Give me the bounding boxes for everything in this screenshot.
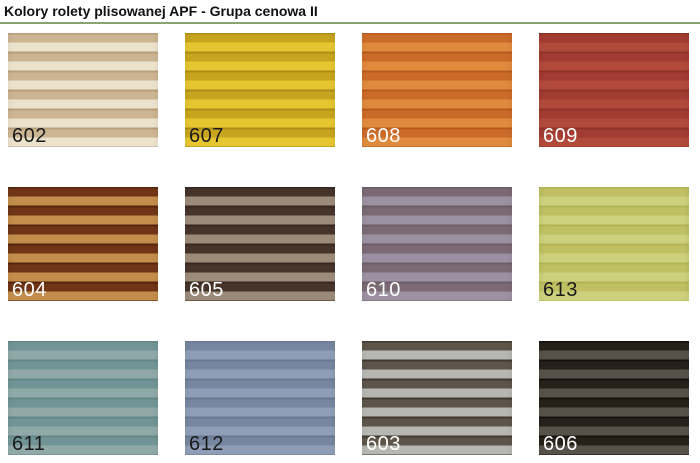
color-swatch-612: 612	[185, 341, 335, 455]
color-swatch-609: 609	[539, 33, 689, 147]
color-swatch-604: 604	[8, 187, 158, 301]
color-swatch-613: 613	[539, 187, 689, 301]
swatch-number: 613	[543, 279, 578, 301]
swatch-number: 605	[189, 279, 224, 301]
swatch-number: 603	[366, 433, 401, 455]
swatch-number: 606	[543, 433, 578, 455]
swatch-grid: 602 607 608 609 604 605 610 613 611 612 …	[8, 33, 700, 455]
swatch-number: 611	[12, 433, 46, 455]
color-swatch-607: 607	[185, 33, 335, 147]
color-swatch-602: 602	[8, 33, 158, 147]
color-swatch-611: 611	[8, 341, 158, 455]
swatch-number: 610	[366, 279, 401, 301]
page-title: Kolory rolety plisowanej APF - Grupa cen…	[4, 3, 318, 19]
swatch-number: 609	[543, 125, 578, 147]
swatch-number: 607	[189, 125, 224, 147]
color-swatch-610: 610	[362, 187, 512, 301]
swatch-number: 608	[366, 125, 401, 147]
color-swatch-603: 603	[362, 341, 512, 455]
color-swatch-608: 608	[362, 33, 512, 147]
swatch-number: 604	[12, 279, 47, 301]
color-swatch-605: 605	[185, 187, 335, 301]
color-swatch-606: 606	[539, 341, 689, 455]
swatch-number: 612	[189, 433, 224, 455]
title-divider	[0, 22, 700, 24]
swatch-number: 602	[12, 125, 47, 147]
